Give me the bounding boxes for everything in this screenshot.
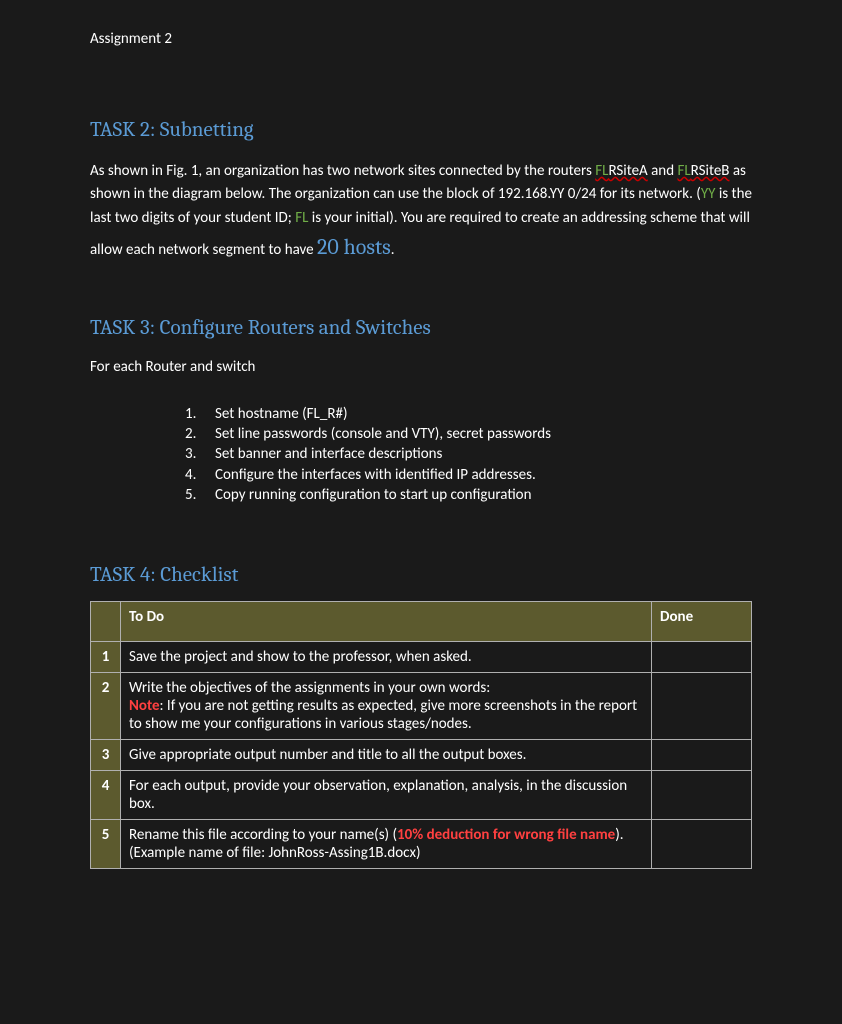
row-done <box>652 740 752 771</box>
list-item: Set hostname (FL_R#) <box>185 404 752 424</box>
note-label: Note <box>129 697 160 715</box>
task3-subtext: For each Router and switch <box>90 358 752 376</box>
row-number: 1 <box>91 642 121 673</box>
text: Rename this file according to your name(… <box>129 826 397 844</box>
task3-heading: TASK 3: Configure Routers and Switches <box>90 316 752 340</box>
task2-heading: TASK 2: Subnetting <box>90 118 752 142</box>
list-item: Copy running configuration to start up c… <box>185 485 752 505</box>
row-todo: For each output, provide your observatio… <box>121 771 652 820</box>
fl-prefix: FL <box>677 162 690 180</box>
warning-text: 10% deduction for wrong file name <box>397 826 615 844</box>
row-number: 5 <box>91 820 121 869</box>
text: As shown in Fig. 1, an organization has … <box>90 162 595 180</box>
table-row: 3 Give appropriate output number and tit… <box>91 740 752 771</box>
fl-prefix: FL <box>595 162 608 180</box>
list-item: Set line passwords (console and VTY), se… <box>185 424 752 444</box>
row-number: 2 <box>91 673 121 740</box>
table-header-row: To Do Done <box>91 602 752 642</box>
hosts-count: 20 hosts <box>317 234 391 260</box>
list-item: Set banner and interface descriptions <box>185 444 752 464</box>
col-number-header <box>91 602 121 642</box>
row-todo: Give appropriate output number and title… <box>121 740 652 771</box>
row-todo: Save the project and show to the profess… <box>121 642 652 673</box>
task4-heading: TASK 4: Checklist <box>90 563 752 587</box>
row-done <box>652 820 752 869</box>
row-number: 4 <box>91 771 121 820</box>
text: . <box>391 241 395 259</box>
task2-paragraph: As shown in Fig. 1, an organization has … <box>90 160 752 264</box>
yy-placeholder: YY <box>701 185 716 203</box>
fl-placeholder: FL <box>295 209 308 227</box>
row-todo: Rename this file according to your name(… <box>121 820 652 869</box>
col-done-header: Done <box>652 602 752 642</box>
router-site-b: FLRSiteB <box>677 162 729 180</box>
page-header: Assignment 2 <box>90 30 752 48</box>
text: RSiteB <box>691 162 730 180</box>
table-row: 1 Save the project and show to the profe… <box>91 642 752 673</box>
table-row: 2 Write the objectives of the assignment… <box>91 673 752 740</box>
row-done <box>652 771 752 820</box>
text: : If you are not getting results as expe… <box>129 697 637 733</box>
checklist-table: To Do Done 1 Save the project and show t… <box>90 601 752 869</box>
table-row: 4 For each output, provide your observat… <box>91 771 752 820</box>
row-todo: Write the objectives of the assignments … <box>121 673 652 740</box>
row-done <box>652 642 752 673</box>
row-done <box>652 673 752 740</box>
text: Write the objectives of the assignments … <box>129 679 490 697</box>
list-item: Configure the interfaces with identified… <box>185 465 752 485</box>
table-row: 5 Rename this file according to your nam… <box>91 820 752 869</box>
col-todo-header: To Do <box>121 602 652 642</box>
task3-list: Set hostname (FL_R#) Set line passwords … <box>185 404 752 505</box>
router-site-a: FLRSiteA <box>595 162 648 180</box>
row-number: 3 <box>91 740 121 771</box>
text: RSiteA <box>608 162 647 180</box>
text: and <box>648 162 678 180</box>
